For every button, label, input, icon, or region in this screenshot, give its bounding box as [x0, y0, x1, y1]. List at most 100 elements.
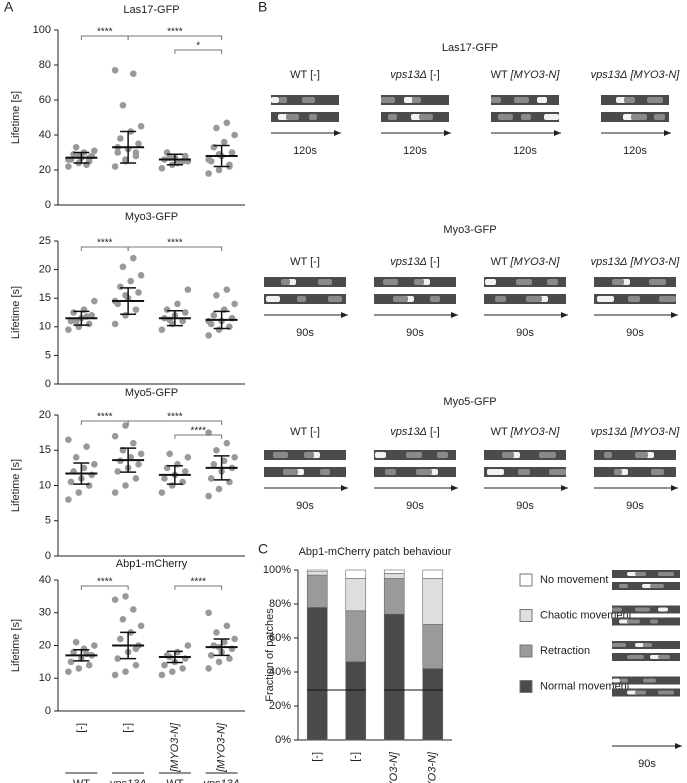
- kymograph-streak: [537, 97, 547, 103]
- legend-swatch: [519, 680, 533, 693]
- data-point: [184, 642, 192, 649]
- strain-label: WT: [73, 778, 90, 783]
- data-point: [158, 164, 166, 172]
- data-point: [210, 312, 218, 319]
- y-tick-label: 80: [39, 59, 51, 71]
- data-point: [184, 454, 192, 461]
- plasmid-name: [-]: [310, 426, 320, 438]
- kymograph-streak: [495, 296, 506, 302]
- y-axis-label: Lifetime [s]: [10, 459, 22, 512]
- data-point: [111, 596, 119, 603]
- data-point: [111, 320, 119, 328]
- data-point: [91, 147, 98, 155]
- kymograph-streak: [647, 97, 663, 103]
- kymograph: [594, 467, 676, 477]
- y-tick-label: 25: [39, 235, 51, 247]
- data-point: [205, 332, 212, 339]
- plasmid-name: [-]: [310, 256, 320, 268]
- kymograph-streak: [279, 97, 287, 103]
- data-point: [114, 655, 122, 662]
- kymograph-streak: [658, 690, 674, 695]
- strain-name: vps13Δ: [390, 69, 427, 81]
- kymograph-streak: [597, 296, 614, 302]
- bar-segment: [383, 569, 405, 574]
- kymograph: [612, 617, 680, 626]
- time-label: 120s: [403, 145, 427, 157]
- data-point: [231, 635, 238, 643]
- y-tick-label: 30: [39, 607, 51, 619]
- data-point: [137, 272, 145, 279]
- data-point: [168, 668, 176, 675]
- data-point: [130, 439, 137, 447]
- strain-label: vps13Δ [MYO3-N]: [591, 426, 681, 438]
- y-tick-label: 60: [39, 94, 51, 106]
- bar-segment: [345, 610, 367, 663]
- bar-segment: [345, 661, 367, 741]
- data-point: [119, 263, 127, 271]
- data-point: [122, 292, 129, 299]
- kymograph-title: Myo5-GFP: [443, 396, 496, 408]
- strain-name: vps13Δ: [390, 256, 427, 268]
- y-tick-label: 20: [39, 264, 51, 276]
- kymograph-streak: [619, 584, 628, 588]
- x-tick-label: [MYO3-N]: [427, 751, 439, 783]
- y-tick-label: 5: [45, 515, 51, 527]
- kymograph-streak: [650, 619, 658, 624]
- y-tick-label: 100%: [263, 564, 291, 576]
- y-tick-label: 40: [39, 129, 51, 141]
- y-tick-label: 10: [39, 479, 51, 491]
- legend-swatch: [519, 644, 533, 658]
- bar-segment: [383, 613, 405, 741]
- kymograph-streak: [658, 607, 668, 612]
- kymograph-streak: [487, 469, 504, 475]
- kymograph-streak: [286, 114, 299, 120]
- kymograph-streak: [302, 97, 315, 103]
- y-axis-label: Fraction of patches: [264, 608, 276, 702]
- kymograph: [612, 653, 680, 661]
- strain-name: vps13Δ: [591, 69, 628, 81]
- kymograph-streak: [627, 572, 638, 576]
- data-point: [223, 439, 231, 447]
- data-point: [85, 482, 93, 489]
- data-point: [65, 163, 72, 170]
- kymograph: [374, 294, 456, 304]
- significance-bracket: [174, 49, 223, 54]
- data-point: [67, 317, 75, 325]
- legend-label: Retraction: [540, 645, 590, 657]
- strain-label: WT [-]: [290, 256, 320, 268]
- y-tick-label: 20: [39, 409, 51, 421]
- data-point: [226, 655, 233, 662]
- kymograph-streak: [309, 114, 317, 120]
- data-point: [67, 658, 75, 666]
- data-point: [132, 475, 140, 482]
- plasmid-name: [MYO3-N]: [629, 256, 680, 268]
- data-point: [70, 309, 77, 316]
- data-point: [161, 475, 168, 482]
- data-point: [72, 638, 80, 646]
- bar-segment: [306, 569, 328, 573]
- data-point: [114, 149, 122, 156]
- kymograph-streak: [612, 678, 620, 683]
- kymograph-streak: [659, 296, 676, 302]
- kymograph-streak: [627, 619, 640, 624]
- plasmid-name: [MYO3-N]: [510, 69, 561, 81]
- data-point: [119, 101, 127, 109]
- y-tick-label: 20: [39, 639, 51, 651]
- data-point: [75, 489, 83, 496]
- data-point: [127, 277, 135, 285]
- kymograph-streak: [612, 607, 622, 612]
- kymograph: [264, 467, 346, 477]
- time-label: 90s: [638, 758, 656, 770]
- kymograph-streak: [283, 469, 298, 475]
- kymograph: [594, 277, 676, 287]
- kymograph-title: Myo3-GFP: [443, 224, 496, 236]
- data-point: [122, 482, 129, 489]
- data-point: [213, 446, 220, 454]
- y-tick-label: 0: [45, 199, 51, 211]
- data-point: [75, 665, 83, 672]
- y-tick-label: 0%: [275, 734, 291, 746]
- data-point: [166, 450, 173, 458]
- data-point: [135, 461, 142, 468]
- data-point: [122, 593, 129, 600]
- bar-segment: [422, 624, 444, 669]
